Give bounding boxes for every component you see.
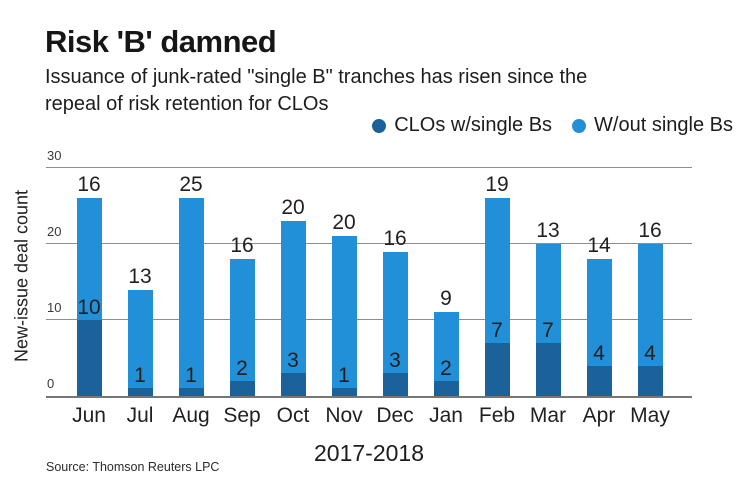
bar-dec [382, 251, 408, 396]
bar-oct [280, 221, 306, 396]
bar-segment-light [178, 198, 204, 389]
y-tick-label-0: 0 [47, 376, 55, 391]
bar-segment-dark [229, 380, 255, 396]
x-tick-label-dec: Dec [376, 404, 414, 427]
legend-dot-light-icon [572, 118, 587, 133]
bar-segment-light [229, 259, 255, 381]
y-tick-label-30: 30 [47, 148, 62, 163]
bar-segment-light [331, 236, 357, 389]
bar-segment-light [637, 244, 663, 366]
bar-dark-value-label: 7 [542, 318, 554, 342]
bar-dark-value-label: 4 [593, 341, 605, 365]
bar-segment-dark [331, 388, 357, 396]
y-tick-label-20: 20 [47, 224, 62, 239]
chart-subtitle-line2: repeal of risk retention for CLOs [45, 93, 329, 115]
bar-aug [178, 198, 204, 396]
bar-dark-value-label: 7 [491, 318, 503, 342]
bar-segment-light [76, 198, 102, 320]
bar-mar [535, 244, 561, 396]
x-tick-label-jul: Jul [126, 404, 154, 427]
bar-segment-dark [586, 365, 612, 396]
y-tick-label-10: 10 [47, 300, 62, 315]
gridline-30 [46, 166, 692, 168]
bar-dark-value-label: 3 [287, 349, 299, 373]
chart-subtitle: Issuance of junk-rated "single B" tranch… [45, 64, 587, 118]
bar-light-value-label: 16 [230, 234, 254, 258]
bar-light-value-label: 20 [281, 196, 305, 220]
bar-nov [331, 236, 357, 396]
bar-dark-value-label: 1 [134, 364, 146, 388]
bar-segment-light [127, 289, 153, 389]
bar-jan [433, 312, 459, 396]
bar-segment-light [280, 221, 306, 374]
bar-dark-value-label: 10 [77, 296, 101, 319]
x-tick-label-mar: Mar [529, 404, 567, 427]
bar-segment-light [586, 259, 612, 366]
bar-segment-dark [178, 388, 204, 396]
x-tick-label-jan: Jan [429, 404, 463, 427]
bar-segment-dark [382, 373, 408, 396]
bar-dark-value-label: 2 [236, 356, 248, 380]
chart-subtitle-line1: Issuance of junk-rated "single B" tranch… [45, 66, 588, 88]
x-tick-label-may: May [630, 404, 670, 427]
gridline-20 [46, 242, 692, 244]
bar-light-value-label: 16 [638, 219, 662, 242]
legend-item-clos-with-single-bs: CLOs w/single Bs [372, 114, 552, 137]
chart-title: Risk 'B' damned [45, 24, 277, 59]
bar-segment-dark [535, 342, 561, 396]
bar-dark-value-label: 4 [644, 341, 656, 365]
bar-light-value-label: 25 [179, 173, 203, 197]
legend-dot-dark-icon [372, 118, 387, 133]
bar-segment-dark [127, 388, 153, 396]
bar-light-value-label: 16 [77, 173, 101, 197]
bar-light-value-label: 16 [383, 226, 407, 250]
bar-dark-value-label: 1 [185, 364, 197, 388]
bar-apr [586, 259, 612, 396]
bar-segment-dark [76, 320, 102, 396]
x-tick-label-feb: Feb [478, 404, 516, 427]
source-note: Source: Thomson Reuters LPC [46, 460, 220, 474]
bar-jul [127, 289, 153, 396]
bar-segment-light [484, 198, 510, 343]
bar-light-value-label: 14 [587, 234, 611, 258]
bar-segment-light [535, 244, 561, 343]
bar-dark-value-label: 1 [338, 364, 350, 388]
bar-sep [229, 259, 255, 396]
bar-light-value-label: 20 [332, 211, 356, 235]
bar-dark-value-label: 2 [440, 356, 452, 380]
x-tick-label-jun: Jun [72, 404, 106, 427]
bar-segment-light [382, 251, 408, 374]
bar-segment-light [433, 312, 459, 381]
legend-label-clos-with-single-bs: CLOs w/single Bs [394, 114, 553, 136]
bar-light-value-label: 13 [536, 219, 560, 242]
bar-light-value-label: 19 [485, 173, 509, 197]
legend-item-without-single-bs: W/out single Bs [572, 114, 733, 137]
gridline-10 [46, 318, 692, 320]
bar-segment-dark [433, 380, 459, 396]
bar-dark-value-label: 3 [389, 349, 401, 373]
bar-segment-dark [484, 342, 510, 396]
x-axis-line [46, 396, 692, 398]
x-tick-label-aug: Aug [172, 404, 210, 427]
plot-area: 0 10 20 30 16 10 Jun 13 1 Jul 25 1 Aug 16 2 Sep 20 3 Oct 20… [46, 148, 692, 427]
x-axis-title: 2017-2018 [314, 440, 424, 466]
x-tick-label-sep: Sep [223, 404, 261, 427]
bar-segment-dark [280, 373, 306, 396]
bar-light-value-label: 13 [128, 264, 152, 288]
bar-jun [76, 198, 102, 396]
bar-light-value-label: 9 [440, 287, 452, 311]
legend-label-without-single-bs: W/out single Bs [594, 114, 733, 136]
bar-feb [484, 198, 510, 396]
y-axis-title: New-issue deal count [11, 189, 32, 363]
bar-may [637, 244, 663, 396]
x-tick-label-nov: Nov [325, 404, 363, 427]
x-tick-label-apr: Apr [582, 404, 616, 427]
legend: CLOs w/single Bs W/out single Bs [372, 114, 733, 137]
bar-segment-dark [637, 365, 663, 396]
x-tick-label-oct: Oct [276, 404, 310, 427]
